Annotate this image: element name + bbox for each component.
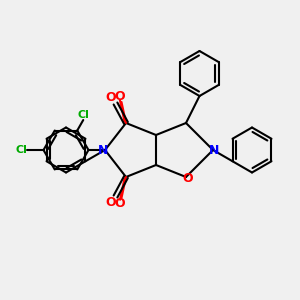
- Text: O: O: [106, 91, 116, 104]
- Text: O: O: [115, 197, 125, 210]
- Text: O: O: [106, 196, 116, 209]
- Text: Cl: Cl: [16, 145, 28, 155]
- Text: O: O: [182, 172, 193, 185]
- Text: N: N: [98, 143, 109, 157]
- Text: N: N: [209, 143, 220, 157]
- Text: O: O: [115, 90, 125, 103]
- Text: Cl: Cl: [77, 110, 89, 120]
